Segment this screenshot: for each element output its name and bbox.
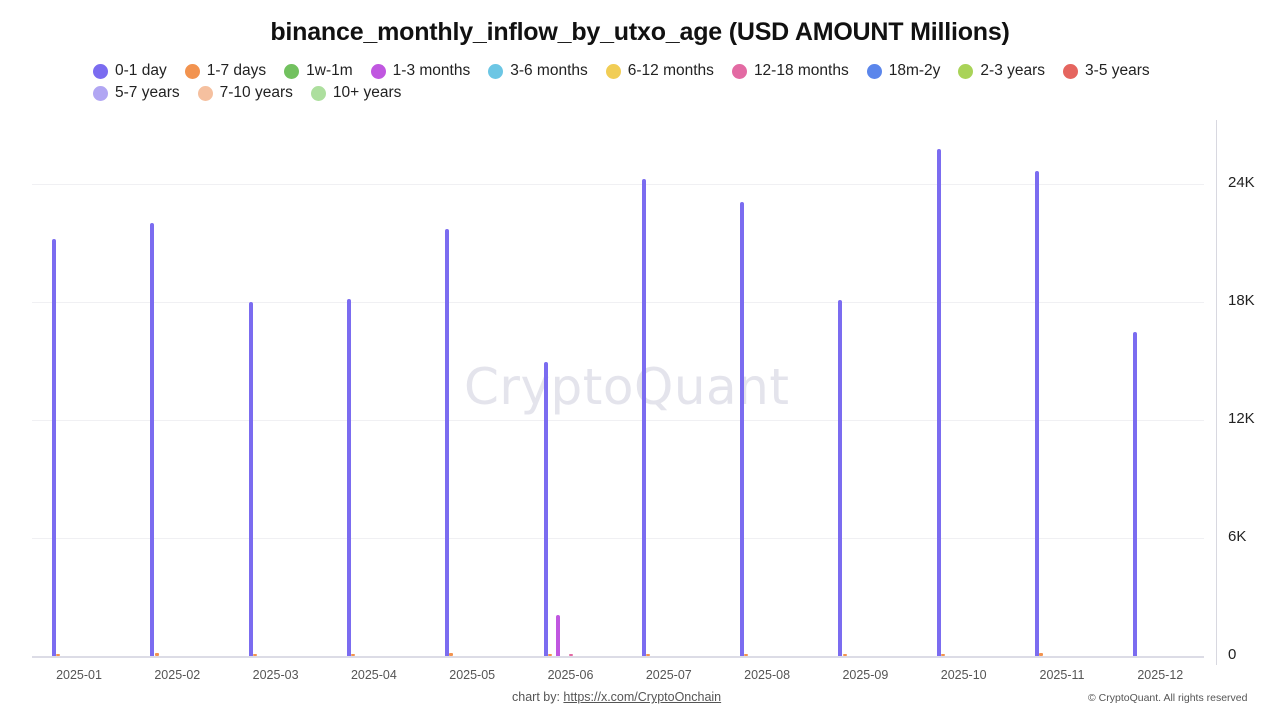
x-tick-label: 2025-11 — [1039, 668, 1085, 682]
legend-item-1w-1m[interactable]: 1w-1m — [284, 61, 353, 81]
legend-label: 1-7 days — [206, 62, 267, 79]
legend-label: 10+ years — [332, 84, 402, 101]
legend-item-1-3-months[interactable]: 1-3 months — [370, 61, 471, 81]
plot-area — [32, 120, 1204, 658]
legend-label: 1w-1m — [306, 62, 353, 79]
bar-0-1-day-2025-12[interactable] — [1133, 331, 1138, 656]
legend-label: 7-10 years — [219, 84, 293, 101]
legend-dot-icon — [958, 63, 974, 79]
bar-0-1-day-2025-07[interactable] — [641, 179, 646, 656]
x-tick-label: 2025-07 — [645, 668, 692, 682]
x-tick-label: 2025-10 — [940, 668, 987, 682]
bar-0-1-day-2025-03[interactable] — [248, 302, 253, 656]
gridline — [32, 302, 1204, 303]
legend-dot-icon — [284, 63, 300, 79]
legend-item-1-7-days[interactable]: 1-7 days — [184, 61, 267, 81]
y-tick-label: 12K — [1228, 410, 1255, 427]
x-tick-label: 2025-08 — [744, 668, 791, 682]
bar-1-7-days-2025-09[interactable] — [842, 654, 847, 656]
bar-1-3-months-2025-06[interactable] — [556, 615, 561, 656]
legend-dot-icon — [370, 63, 386, 79]
legend-item-10-years[interactable]: 10+ years — [310, 83, 402, 103]
legend-dot-icon — [488, 63, 504, 79]
bar-0-1-day-2025-04[interactable] — [346, 299, 351, 656]
bar-0-1-day-2025-01[interactable] — [52, 239, 56, 656]
legend-item-3-5-years[interactable]: 3-5 years — [1063, 61, 1150, 81]
x-axis-baseline — [32, 656, 1204, 658]
bar-1-7-days-2025-04[interactable] — [351, 654, 356, 656]
bar-1-7-days-2025-05[interactable] — [449, 653, 454, 656]
legend-dot-icon — [310, 85, 326, 101]
legend-label: 6-12 months — [627, 62, 714, 79]
bar-0-1-day-2025-09[interactable] — [838, 300, 843, 656]
legend-item-12-18-months[interactable]: 12-18 months — [731, 61, 849, 81]
bar-1-7-days-2025-06[interactable] — [547, 654, 552, 656]
chart-credit: chart by: https://x.com/CryptoOnchain — [512, 690, 721, 704]
legend-item-6-12-months[interactable]: 6-12 months — [605, 61, 714, 81]
legend-item-5-7-years[interactable]: 5-7 years — [93, 83, 180, 103]
legend-item-18m-2y[interactable]: 18m-2y — [866, 61, 941, 81]
legend-dot-icon — [184, 63, 200, 79]
y-axis-line — [1216, 120, 1217, 665]
copyright-notice: © CryptoQuant. All rights reserved — [1088, 692, 1248, 704]
x-tick-label: 2025-12 — [1137, 668, 1184, 682]
legend: 0-1 day 1-7 days 1w-1m 1-3 months 3-6 months… — [93, 61, 1213, 103]
legend-item-2-3-years[interactable]: 2-3 years — [958, 61, 1045, 81]
y-tick-label: 6K — [1228, 528, 1247, 545]
x-tick-label: 2025-05 — [449, 668, 496, 682]
bar-0-1-day-2025-08[interactable] — [740, 201, 745, 656]
bar-1-7-days-2025-01[interactable] — [56, 654, 61, 656]
credit-link[interactable]: https://x.com/CryptoOnchain — [563, 690, 722, 704]
legend-dot-icon — [197, 85, 213, 101]
bar-0-1-day-2025-06[interactable] — [543, 361, 548, 656]
gridline — [32, 538, 1204, 539]
credit-prefix: chart by: — [512, 690, 560, 704]
x-tick-label: 2025-06 — [547, 668, 594, 682]
y-tick-label: 0 — [1228, 646, 1237, 663]
bar-0-1-day-2025-11[interactable] — [1035, 171, 1039, 656]
y-tick-label: 18K — [1228, 292, 1255, 309]
legend-dot-icon — [93, 63, 108, 79]
legend-label: 0-1 day — [115, 62, 167, 79]
legend-dot-icon — [866, 63, 882, 79]
legend-dot-icon — [93, 85, 108, 101]
x-tick-label: 2025-03 — [252, 668, 299, 682]
bar-12-18-months-2025-06[interactable] — [568, 654, 573, 656]
y-tick-label: 24K — [1228, 174, 1255, 191]
gridline — [32, 184, 1204, 185]
legend-label: 18m-2y — [888, 62, 941, 79]
legend-label: 3-5 years — [1085, 62, 1150, 79]
x-tick-label: 2025-02 — [154, 668, 201, 682]
legend-label: 12-18 months — [753, 62, 849, 79]
bar-1-7-days-2025-07[interactable] — [646, 653, 650, 656]
legend-label: 3-6 months — [510, 62, 588, 79]
legend-item-3-6-months[interactable]: 3-6 months — [488, 61, 588, 81]
bar-0-1-day-2025-02[interactable] — [150, 223, 155, 656]
legend-label: 5-7 years — [115, 84, 180, 101]
legend-label: 2-3 years — [980, 62, 1046, 79]
bar-1-7-days-2025-08[interactable] — [744, 654, 749, 656]
legend-item-7-10-years[interactable]: 7-10 years — [197, 83, 293, 103]
watermark-logo: CryptoQuant — [464, 358, 790, 416]
legend-item-0-1-day[interactable]: 0-1 day — [93, 61, 167, 81]
x-tick-label: 2025-04 — [350, 668, 397, 682]
x-tick-label: 2025-09 — [842, 668, 889, 682]
legend-dot-icon — [1063, 63, 1079, 79]
bar-1-7-days-2025-02[interactable] — [154, 652, 159, 656]
legend-dot-icon — [605, 63, 621, 79]
legend-label: 1-3 months — [392, 62, 471, 79]
bar-1-7-days-2025-03[interactable] — [252, 654, 257, 656]
legend-dot-icon — [731, 63, 747, 79]
bar-0-1-day-2025-10[interactable] — [936, 148, 941, 656]
chart-title: binance_monthly_inflow_by_utxo_age (USD … — [270, 18, 1010, 46]
bar-1-7-days-2025-10[interactable] — [940, 654, 945, 656]
gridline — [32, 420, 1204, 421]
bar-1-7-days-2025-11[interactable] — [1039, 652, 1044, 656]
x-tick-label: 2025-01 — [56, 668, 102, 682]
bar-0-1-day-2025-05[interactable] — [445, 229, 450, 656]
